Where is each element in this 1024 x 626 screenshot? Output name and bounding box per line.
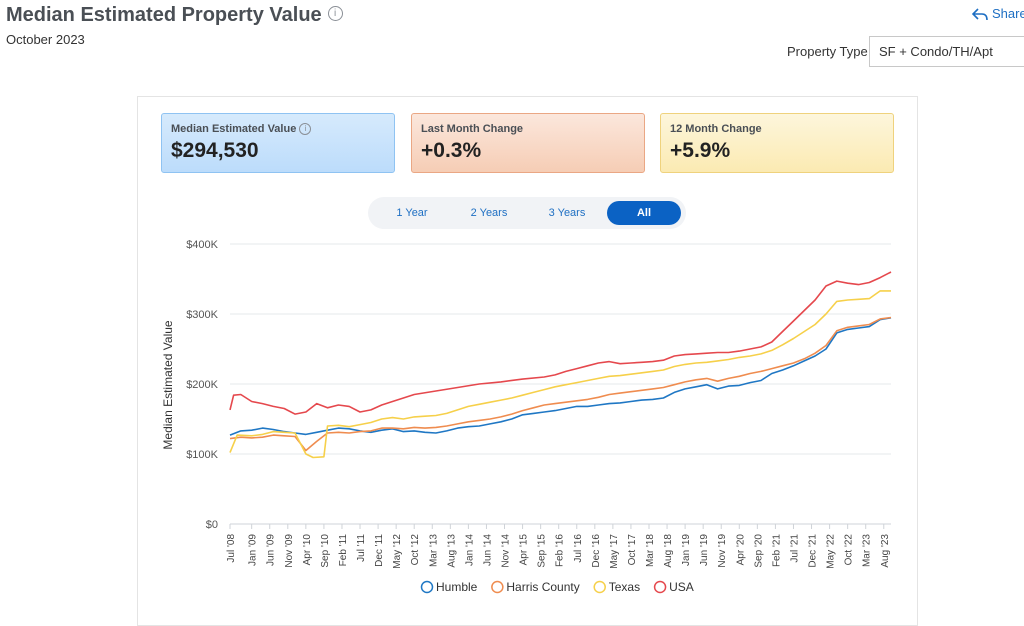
x-tick-label: Aug '13 [446, 534, 457, 568]
x-tick-label: Jul '21 [789, 534, 800, 563]
x-tick-label: Jul '08 [226, 534, 237, 563]
info-icon[interactable]: i [327, 6, 343, 22]
x-tick-label: Jan '19 [681, 534, 692, 566]
y-tick-label: $400K [186, 239, 218, 251]
x-tick-label: Apr '15 [519, 534, 530, 566]
x-tick-label: Dec '16 [591, 534, 602, 568]
twelve-month-change-value: +5.9% [670, 139, 731, 162]
x-tick-label: Aug '23 [880, 534, 891, 568]
time-range-tabs: 1 Year 2 Years 3 Years All [368, 197, 686, 229]
x-tick-label: Apr '10 [302, 534, 313, 566]
legend-marker [420, 580, 434, 594]
legend-label: Texas [609, 580, 640, 594]
property-type-select[interactable]: SF + Condo/TH/Apt [869, 36, 1024, 67]
x-tick-label: Nov '09 [284, 534, 295, 568]
x-tick-label: Feb '16 [555, 534, 566, 567]
legend-label: Humble [436, 580, 478, 594]
page-title: Median Estimated Property Value i [6, 4, 343, 27]
x-tick-label: Jun '19 [699, 534, 710, 566]
median-value-card: Median Estimated Value i $294,530 [161, 113, 395, 173]
y-tick-label: $200K [186, 379, 218, 391]
y-axis-label: Median Estimated Value [161, 320, 175, 450]
tab-all[interactable]: All [607, 201, 681, 225]
twelve-month-change-label: 12 Month Change [670, 123, 762, 135]
x-tick-label: Oct '17 [627, 534, 638, 566]
x-tick-label: Jun '09 [266, 534, 277, 566]
x-tick-label: Jul '11 [356, 534, 367, 562]
page-title-text: Median Estimated Property Value [6, 4, 322, 26]
x-tick-label: Mar '18 [645, 534, 656, 567]
tab-3-years[interactable]: 3 Years [548, 207, 586, 219]
x-tick-label: Dec '11 [374, 534, 385, 567]
x-tick-label: Oct '22 [844, 534, 855, 566]
x-tick-label: Sep '10 [320, 534, 331, 568]
share-icon [971, 7, 988, 20]
median-value: $294,530 [171, 139, 259, 163]
tab-2-years[interactable]: 2 Years [470, 207, 508, 219]
y-tick-label: $100K [186, 449, 218, 461]
x-tick-label: May '17 [609, 534, 620, 569]
series-line-harris-county [229, 316, 892, 452]
legend-marker [653, 580, 667, 594]
legend-label: USA [669, 580, 694, 594]
x-tick-label: Jul '16 [573, 534, 584, 563]
x-tick-label: Nov '14 [501, 534, 512, 568]
x-tick-label: Sep '15 [537, 534, 548, 568]
x-tick-label: May '22 [826, 534, 837, 569]
property-type-label: Property Type [787, 44, 868, 59]
last-month-change-value: +0.3% [421, 139, 482, 162]
info-icon[interactable]: i [299, 123, 312, 136]
report-date: October 2023 [6, 32, 85, 47]
x-tick-label: Mar '13 [428, 534, 439, 567]
x-tick-label: Jun '14 [482, 534, 493, 566]
legend-label: Harris County [506, 580, 579, 594]
y-tick-label: $300K [186, 309, 218, 321]
x-tick-label: Dec '21 [808, 534, 819, 568]
tab-1-year[interactable]: 1 Year [396, 207, 428, 219]
x-tick-label: Feb '21 [771, 534, 782, 567]
series-line-usa [229, 271, 892, 415]
x-tick-label: Sep '20 [753, 534, 764, 568]
legend-marker [491, 580, 504, 594]
twelve-month-change-card: 12 Month Change +5.9% [660, 113, 894, 173]
x-tick-label: Apr '20 [735, 534, 746, 566]
x-tick-label: Aug '18 [663, 534, 674, 568]
last-month-change-label: Last Month Change [421, 123, 524, 135]
line-chart: $0 $100K $200K $300K $400K Jul '08 Jan '09 Jun … [161, 239, 892, 594]
x-tick-label: Oct '12 [410, 534, 421, 566]
series-line-humble [229, 317, 892, 436]
x-tick-label: May '12 [392, 534, 403, 569]
x-tick-label: Nov '19 [717, 534, 728, 568]
chart-panel [137, 96, 918, 626]
x-tick-label: Mar '23 [862, 534, 873, 567]
share-button[interactable]: Share [971, 6, 1024, 22]
share-label: Share [992, 6, 1024, 21]
x-tick-label: Jan '14 [464, 534, 475, 566]
median-value-label: Median Estimated Value [171, 123, 297, 135]
x-tick-label: Feb '11 [338, 534, 349, 567]
x-tick-label: Jan '09 [248, 534, 259, 566]
last-month-change-card: Last Month Change +0.3% [411, 113, 645, 173]
legend-marker [593, 580, 606, 594]
series-line-texas [229, 290, 891, 459]
y-tick-label: $0 [206, 519, 218, 531]
